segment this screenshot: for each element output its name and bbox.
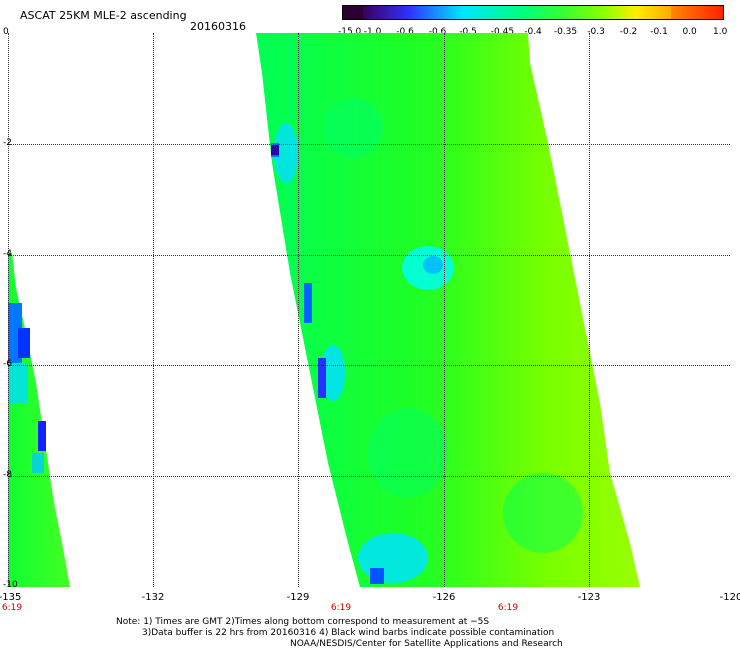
- colorbar-label: -0.35: [553, 27, 578, 37]
- grid-line: [444, 33, 445, 587]
- map-plot: [8, 33, 730, 587]
- colorbar-label: -0.6: [428, 27, 447, 37]
- grid-line: [153, 33, 154, 587]
- low-value-patch: [18, 328, 30, 358]
- colorbar: [342, 5, 724, 20]
- x-tick-label: -129: [286, 592, 310, 603]
- colorbar-label: -15.0: [337, 27, 362, 37]
- low-value-patch: [8, 363, 28, 403]
- colorbar-segment: [343, 6, 363, 19]
- green-patch: [323, 98, 383, 158]
- colorbar-label: 1.0: [713, 27, 728, 37]
- low-value-patch: [321, 345, 345, 401]
- y-tick-label: -2: [3, 138, 12, 148]
- y-tick-label: -4: [3, 249, 12, 259]
- low-value-patch: [358, 533, 428, 583]
- grid-line: [589, 33, 590, 587]
- colorbar-label: 0.0: [682, 27, 697, 37]
- low-value-patch: [318, 358, 326, 398]
- colorbar-label: -0.45: [490, 27, 515, 37]
- colorbar-label: -0.4: [524, 27, 542, 37]
- grid-line: [298, 33, 299, 587]
- colorbar-segment: [601, 6, 672, 19]
- main-swath: [256, 33, 640, 587]
- note-line: Note: 1) Times are GMT 2)Times along bot…: [116, 617, 490, 627]
- y-tick-label: -8: [3, 470, 12, 480]
- grid-line: [8, 476, 730, 477]
- low-value-patch: [304, 283, 312, 323]
- x-tick-label: -132: [141, 592, 165, 603]
- low-value-patch: [271, 145, 279, 155]
- low-value-patch: [32, 453, 44, 473]
- map-date: 20160316: [190, 20, 246, 33]
- colorbar-segment: [407, 6, 463, 19]
- note-line: NOAA/NESDIS/Center for Satellite Applica…: [290, 639, 563, 649]
- colorbar-segment: [522, 6, 602, 19]
- green-patch: [503, 473, 583, 553]
- time-label: 6:19: [330, 603, 352, 613]
- y-tick-label: -10: [3, 580, 18, 590]
- colorbar-label: -1.0: [363, 27, 382, 37]
- x-tick-label: -120: [719, 592, 740, 603]
- x-tick-label: -126: [432, 592, 456, 603]
- grid-line: [8, 255, 730, 256]
- time-label: 6:19: [497, 603, 519, 613]
- colorbar-label: -0.5: [459, 27, 477, 37]
- colorbar-label: -0.2: [619, 27, 638, 37]
- low-value-patch: [423, 256, 443, 274]
- green-patch: [368, 408, 448, 498]
- grid-line: [8, 144, 730, 145]
- data-swaths: [8, 33, 640, 587]
- grid-line: [8, 33, 9, 587]
- y-tick-label: -6: [3, 359, 12, 369]
- low-value-patch: [38, 421, 46, 451]
- colorbar-label: -0.6: [396, 27, 414, 37]
- colorbar-segment: [362, 6, 408, 19]
- colorbar-segment: [462, 6, 523, 19]
- note-line: 3)Data buffer is 22 hrs from 20160316 4)…: [142, 628, 555, 638]
- x-tick-label: -123: [577, 592, 601, 603]
- map-title: ASCAT 25KM MLE-2 ascending: [20, 9, 187, 22]
- x-tick-label: -135: [0, 592, 22, 603]
- colorbar-segment: [671, 6, 723, 19]
- time-label: 6:19: [1, 603, 23, 613]
- colorbar-label: -0.3: [587, 27, 605, 37]
- low-value-patch: [274, 123, 298, 183]
- low-value-patch: [370, 568, 384, 584]
- y-tick-label: 0: [3, 27, 9, 37]
- colorbar-label: -0.1: [650, 27, 668, 37]
- grid-line: [8, 365, 730, 366]
- colorbar-labels: -15.0 -1.0 -0.6 -0.6 -0.5 -0.45 -0.4 -0.…: [338, 27, 728, 39]
